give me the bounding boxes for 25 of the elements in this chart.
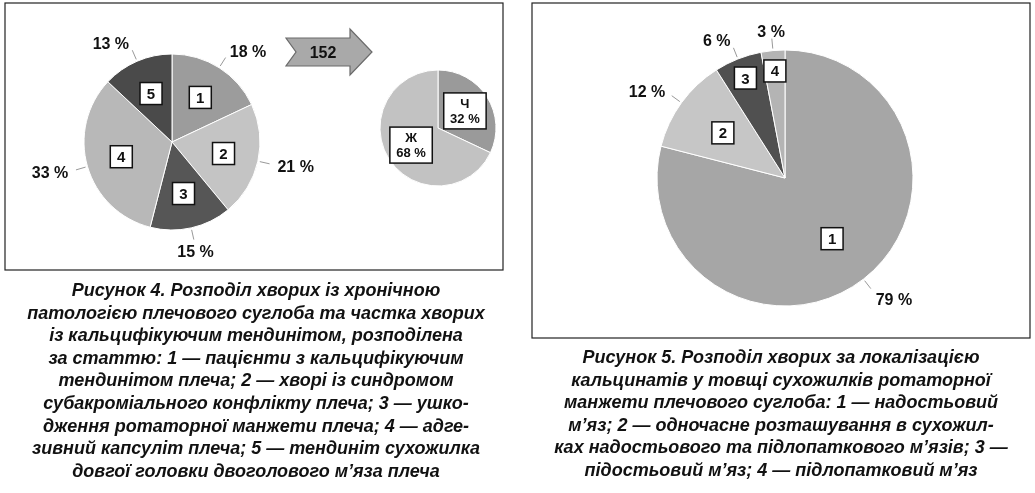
data-label: 3 % [757, 22, 785, 40]
data-label: 13 % [92, 34, 130, 52]
text: Рисунок 5. Розподіл хворих за локалізацією кальцинатів у товщі сухожилків ротаторної манжети плечового суглоба: 1 — надостьовий м’яз; 2 — одночасне розташування в сухожил- ках надостьового та підлопаткового м’язів; 3 — підостьовий м’яз; 4 — підлопатковий м’яз [554, 347, 1009, 480]
data-label: 79 % [875, 290, 913, 308]
chart-title: Рисунок 4. Розподіл хворих із хронічною патологією плечового суглоба та частка хворих із кальцифікуючим тендинітом, розподілена за статтю: 1 — пацієнти з кальцифікуючим тендинітом плеча; 2 — хворі із синдромом субакроміального конфлікту плеча; 3 — ушко- дження ротаторної манжети плеча; 4 — адге- зивний капсуліт плеча; 5 — тендиніт сухожилка довгої головки двоголового м’яза плеча [27, 280, 485, 481]
data-label: 15 % [177, 243, 214, 261]
slice-label: 2 [718, 124, 728, 142]
data-label: 33 % [31, 164, 69, 182]
slice-label: 3 [741, 69, 750, 87]
slice-label: Ж [404, 130, 418, 146]
data-label: 68 % [396, 145, 427, 161]
data-label: 18 % [229, 42, 267, 60]
slice-label: 1 [827, 230, 837, 248]
text: 152 [309, 44, 337, 61]
slice-label: 5 [146, 85, 156, 103]
slice-label: 4 [770, 62, 780, 80]
slice-label: 3 [179, 185, 188, 203]
data-label: 21 % [277, 157, 314, 175]
slice-label: 2 [219, 145, 228, 163]
data-label: 32 % [450, 110, 481, 126]
data-label: 12 % [628, 83, 666, 101]
slice-label: 1 [196, 88, 205, 106]
slice-label: Ч [460, 95, 470, 111]
slice-label: 4 [117, 148, 127, 166]
data-label: 6 % [702, 32, 731, 50]
